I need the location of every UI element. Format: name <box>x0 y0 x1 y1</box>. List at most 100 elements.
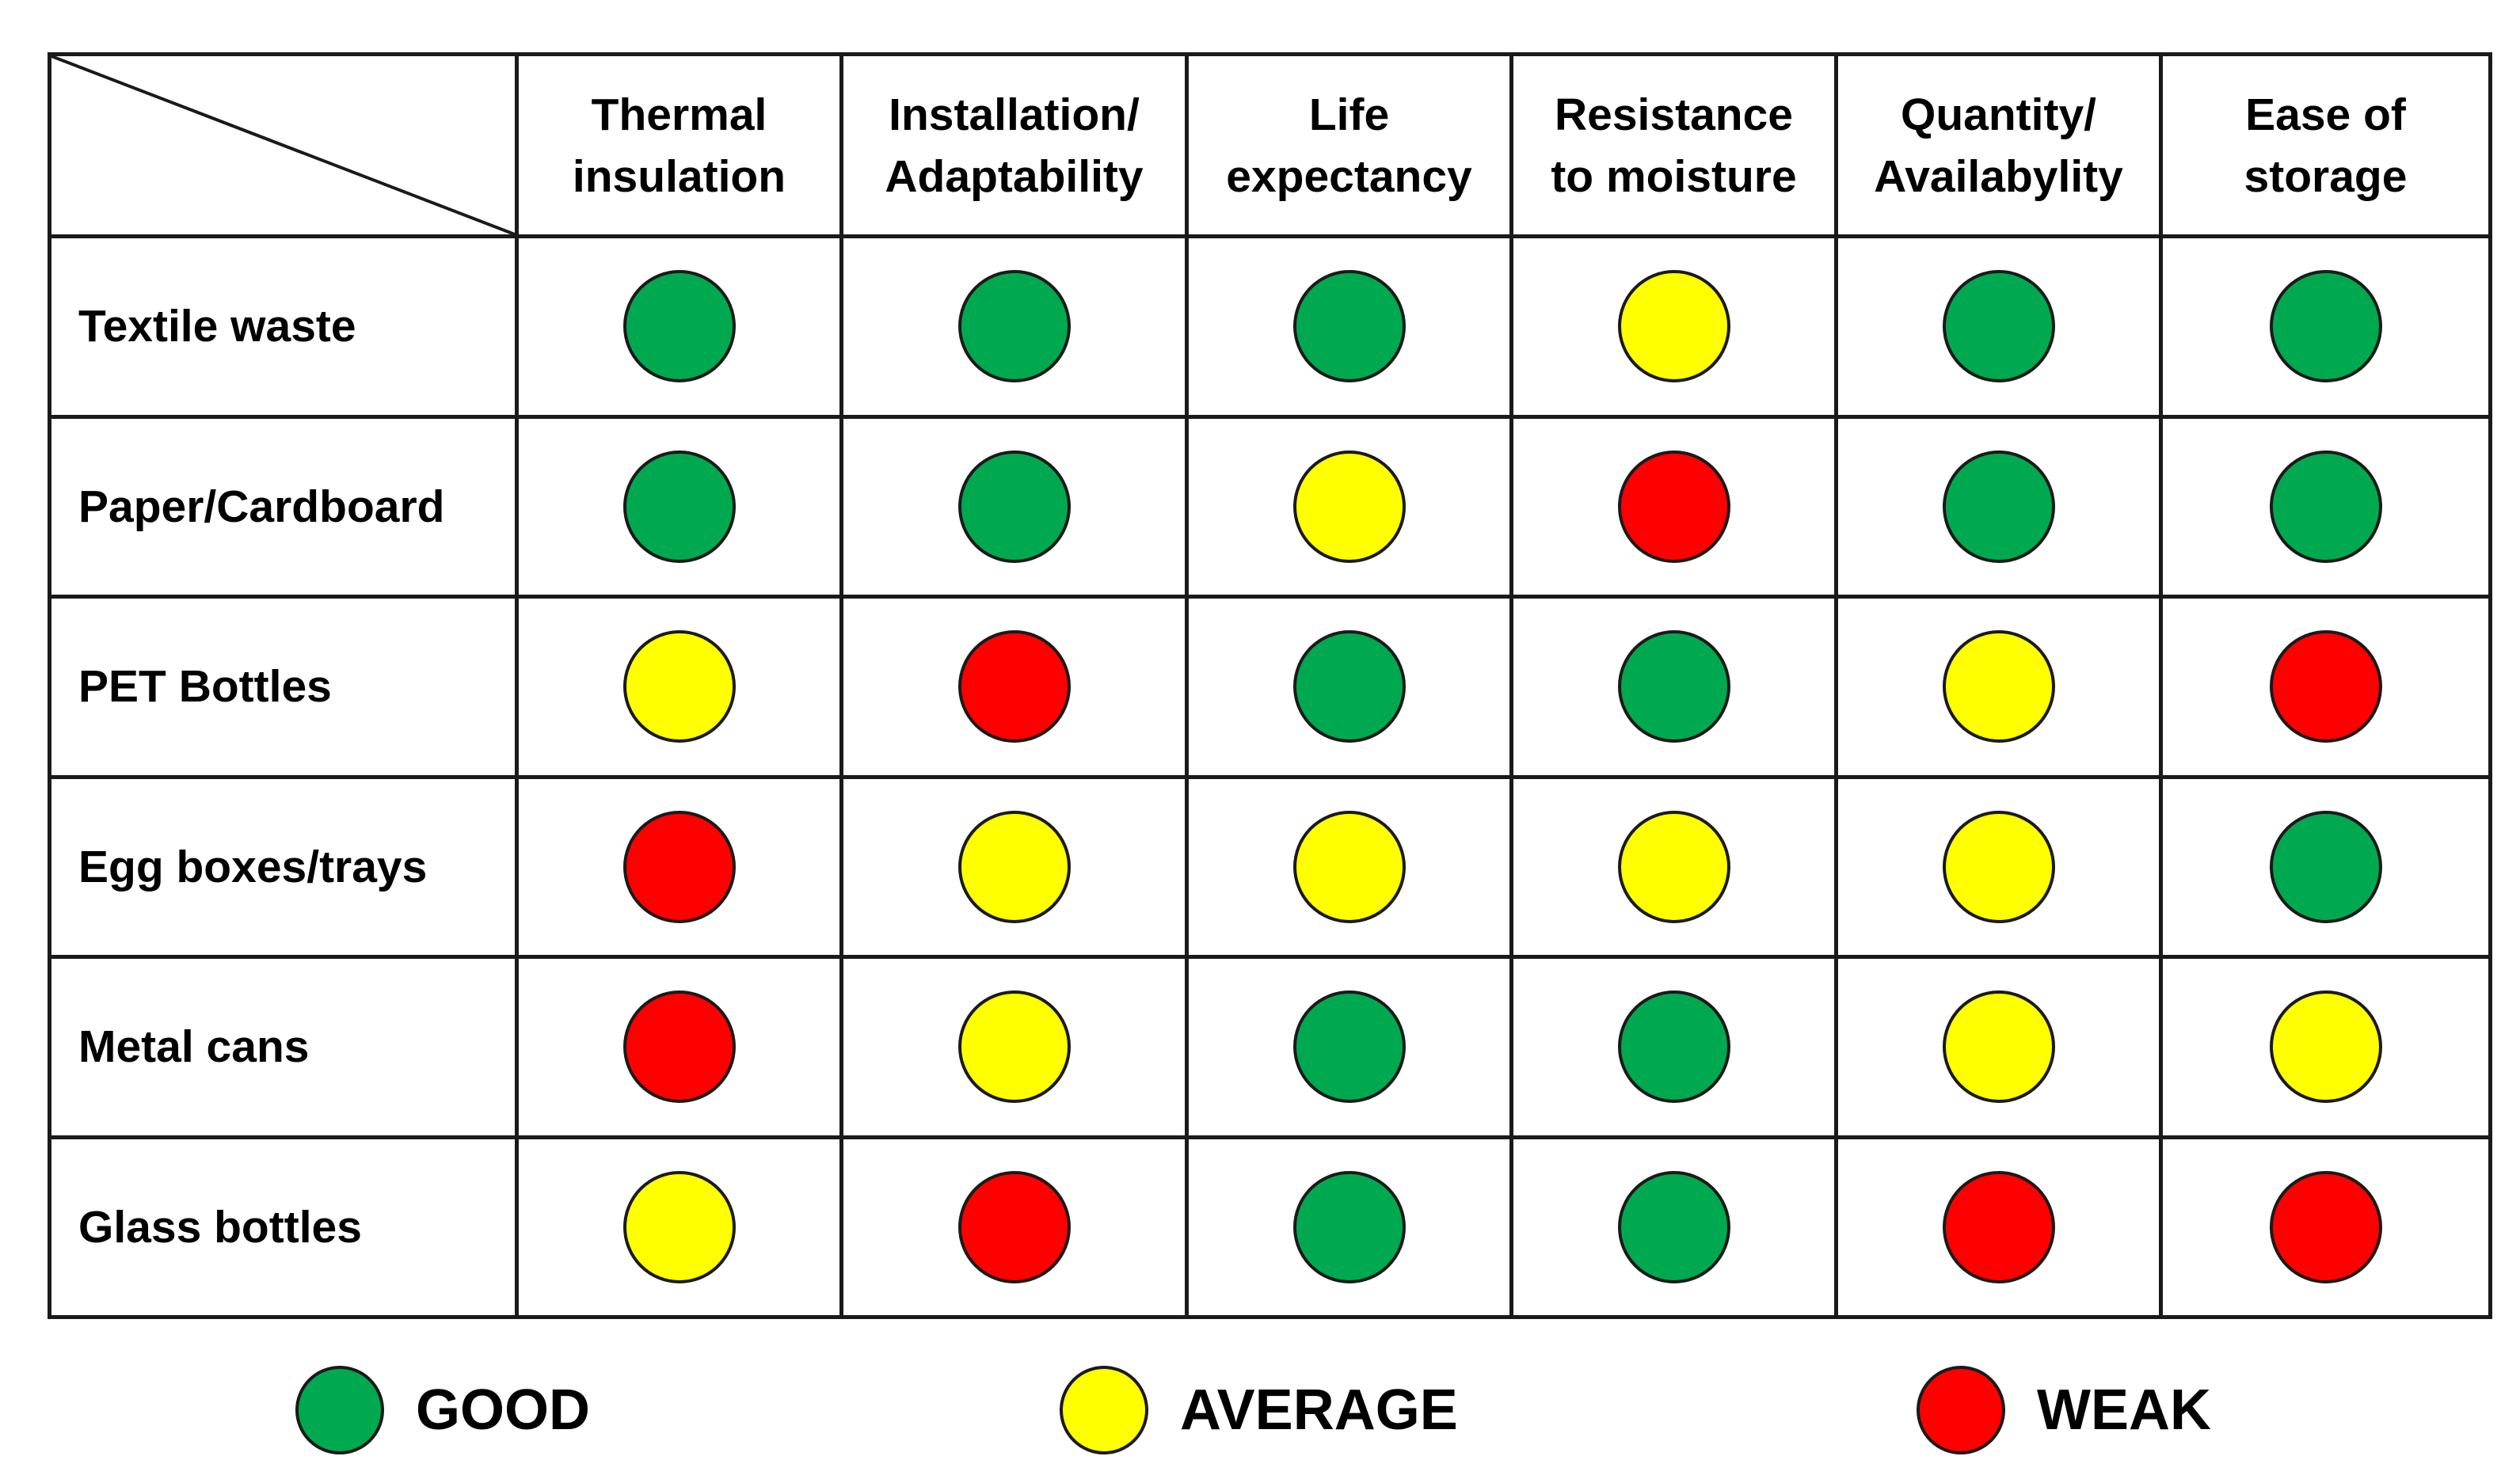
rating-dot-weak <box>2269 1170 2382 1283</box>
rating-dot-average <box>1617 810 1730 923</box>
column-header: Ease of storage <box>2159 52 2492 238</box>
rating-cell <box>515 774 843 959</box>
rating-dot-good <box>1942 270 2055 383</box>
rating-dot-good <box>1292 630 1406 743</box>
legend-good-label: GOOD <box>416 1378 591 1442</box>
rating-cell <box>1509 774 1838 959</box>
legend-item-average: AVERAGE <box>1060 1359 1458 1462</box>
row-label: Metal cans <box>48 955 519 1139</box>
rating-dot-good <box>1942 450 2055 563</box>
rating-cell <box>2159 234 2492 419</box>
column-header: Resistance to moisture <box>1509 52 1838 238</box>
rating-cell <box>839 595 1189 779</box>
header-row: Thermal insulation Installation/Adaptabili… <box>48 52 2492 238</box>
rating-dot-average <box>1942 630 2055 743</box>
row-label: Paper/Cardboard <box>48 414 519 599</box>
rating-dot-good <box>1617 630 1730 743</box>
rating-cell <box>839 234 1189 419</box>
rating-dot-good <box>2269 450 2382 563</box>
rating-cell <box>515 955 843 1139</box>
corner-cell <box>48 52 519 238</box>
rating-cell <box>1834 234 2163 419</box>
rating-dot-average <box>1942 990 2055 1104</box>
rating-dot-weak <box>622 990 736 1104</box>
rating-dot-good <box>1292 270 1406 383</box>
legend: GOOD AVERAGE WEAK <box>0 1359 2520 1462</box>
matrix-body: Textile waste Paper/Cardboard PET Bottles E… <box>48 234 2492 1319</box>
legend-good-dot <box>295 1366 384 1454</box>
rating-cell <box>1509 595 1838 779</box>
rating-dot-good <box>622 270 736 383</box>
row-label: PET Bottles <box>48 595 519 779</box>
column-header-line: Installation/ <box>889 89 1140 140</box>
table-row: Textile waste <box>48 234 2492 419</box>
rating-dot-weak <box>2269 630 2382 743</box>
column-header: Quantity/Availabylity <box>1834 52 2163 238</box>
rating-cell <box>515 414 843 599</box>
rating-cell <box>1185 595 1513 779</box>
rating-dot-good <box>957 270 1071 383</box>
rating-cell <box>1834 774 2163 959</box>
column-header: Life expectancy <box>1185 52 1513 238</box>
column-header-line: Life <box>1308 89 1390 140</box>
rating-cell <box>2159 1135 2492 1319</box>
rating-cell <box>1834 414 2163 599</box>
rating-dot-average <box>622 630 736 743</box>
rating-dot-weak <box>957 630 1071 743</box>
rating-cell <box>1834 955 2163 1139</box>
rating-cell <box>839 1135 1189 1319</box>
column-header-line: storage <box>2244 150 2408 202</box>
column-header-line: Ease of <box>2245 89 2406 140</box>
table-row: Glass bottles <box>48 1135 2492 1319</box>
rating-dot-average <box>2269 990 2382 1104</box>
column-header-line: Quantity/ <box>1900 89 2096 140</box>
rating-dot-average <box>1617 270 1730 383</box>
rating-dot-average <box>622 1170 736 1283</box>
rating-dot-good <box>1292 1170 1406 1283</box>
table-row: Egg boxes/trays <box>48 774 2492 959</box>
column-header-line: expectancy <box>1226 150 1472 202</box>
rating-dot-good <box>2269 270 2382 383</box>
rating-cell <box>2159 774 2492 959</box>
rating-dot-weak <box>622 810 736 923</box>
rating-dot-weak <box>957 1170 1071 1283</box>
rating-cell <box>2159 595 2492 779</box>
row-label: Glass bottles <box>48 1135 519 1319</box>
rating-dot-average <box>957 990 1071 1104</box>
table-row: PET Bottles <box>48 595 2492 779</box>
rating-cell <box>515 234 843 419</box>
rating-cell <box>1185 1135 1513 1319</box>
rating-dot-good <box>1292 990 1406 1104</box>
rating-cell <box>515 1135 843 1319</box>
column-header-line: insulation <box>572 150 786 202</box>
rating-cell <box>1834 1135 2163 1319</box>
rating-cell <box>1509 234 1838 419</box>
column-header-line: Thermal <box>591 89 767 140</box>
legend-item-weak: WEAK <box>1917 1359 2211 1462</box>
rating-cell <box>1185 774 1513 959</box>
rating-matrix: Thermal insulation Installation/Adaptabili… <box>48 52 2492 1319</box>
rating-dot-good <box>622 450 736 563</box>
rating-cell <box>2159 955 2492 1139</box>
rating-dot-good <box>1617 1170 1730 1283</box>
legend-item-good: GOOD <box>295 1359 590 1462</box>
column-header-line: Resistance <box>1554 89 1793 140</box>
rating-cell <box>1509 955 1838 1139</box>
legend-weak-dot <box>1917 1366 2005 1454</box>
legend-average-label: AVERAGE <box>1180 1378 1458 1442</box>
rating-dot-weak <box>1617 450 1730 563</box>
row-label: Textile waste <box>48 234 519 419</box>
table-row: Paper/Cardboard <box>48 414 2492 599</box>
table-row: Metal cans <box>48 955 2492 1139</box>
column-header: Installation/Adaptability <box>839 52 1189 238</box>
column-header-line: Availabylity <box>1874 150 2123 202</box>
rating-cell <box>1185 955 1513 1139</box>
rating-dot-good <box>1617 990 1730 1104</box>
rating-dot-good <box>957 450 1071 563</box>
rating-dot-average <box>957 810 1071 923</box>
rating-dot-weak <box>1942 1170 2055 1283</box>
rating-dot-average <box>1942 810 2055 923</box>
rating-cell <box>839 774 1189 959</box>
rating-dot-good <box>2269 810 2382 923</box>
rating-dot-average <box>1292 810 1406 923</box>
